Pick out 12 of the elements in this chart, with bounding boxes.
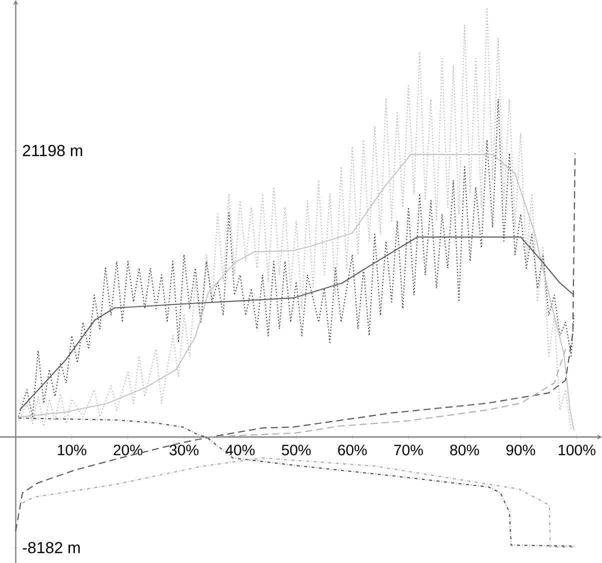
x-tick-label: 100% <box>558 444 596 456</box>
x-tick-label: 60% <box>338 444 367 456</box>
x-tick-label: 10% <box>58 444 86 456</box>
x-tick-label: 80% <box>450 444 480 456</box>
x-tick-label: 40% <box>225 444 255 456</box>
x-tick-label: 90% <box>506 444 536 456</box>
x-tick-label: 20% <box>114 444 142 456</box>
x-tick-label: 50% <box>282 444 311 456</box>
x-tick-label: 30% <box>170 444 198 456</box>
y-tick-label: 21198 m <box>22 144 82 156</box>
x-tick-label: 70% <box>394 444 423 456</box>
y-tick-label: -8182 m <box>22 542 80 554</box>
